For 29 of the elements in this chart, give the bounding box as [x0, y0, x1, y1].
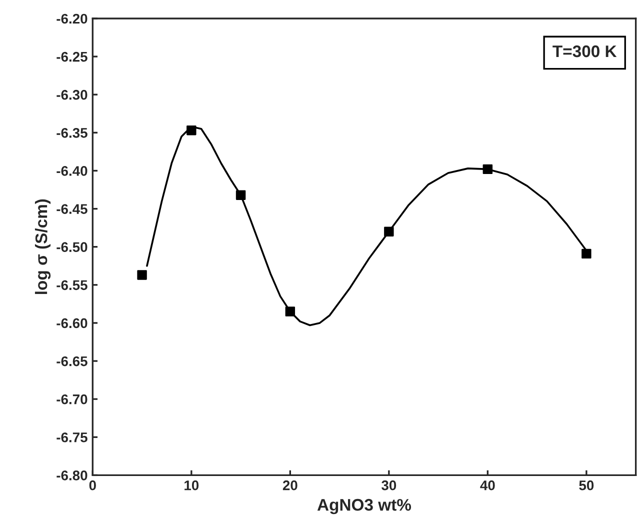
y-tick-label: -6.40: [56, 166, 88, 176]
x-tick-label: 10: [184, 480, 199, 490]
point: [384, 226, 394, 236]
point: [582, 248, 592, 259]
point: [285, 306, 296, 316]
y-tick-label: -6.30: [56, 90, 88, 100]
point: [482, 164, 493, 174]
x-tick-label: 50: [579, 480, 594, 490]
point: [236, 190, 246, 200]
y-tick-label: -6.50: [56, 242, 88, 252]
y-axis-title: log σ (S/cm): [34, 199, 51, 294]
y-tick-label: -6.80: [56, 470, 88, 480]
x-axis-title: AgNO3 wt%: [317, 498, 412, 514]
y-tick-label: -6.70: [56, 394, 88, 404]
y-tick-label: -6.60: [56, 318, 88, 328]
x-tick-label: 0: [89, 480, 96, 490]
x-tick-label: 30: [382, 480, 396, 490]
y-tick-label: -6.45: [56, 204, 88, 214]
annotation: T=300 K: [552, 45, 617, 58]
x-tick-label: 20: [282, 480, 298, 490]
y-tick-label: -6.20: [56, 14, 88, 24]
y-tick-label: -6.65: [56, 356, 88, 366]
x-tick-label: 40: [480, 480, 495, 490]
y-tick-label: -6.75: [56, 432, 88, 442]
y-tick-label: -6.25: [56, 52, 88, 62]
point: [186, 126, 196, 136]
y-tick-label: -6.55: [56, 280, 88, 290]
point: [137, 270, 147, 280]
y-tick-label: -6.35: [56, 128, 88, 138]
